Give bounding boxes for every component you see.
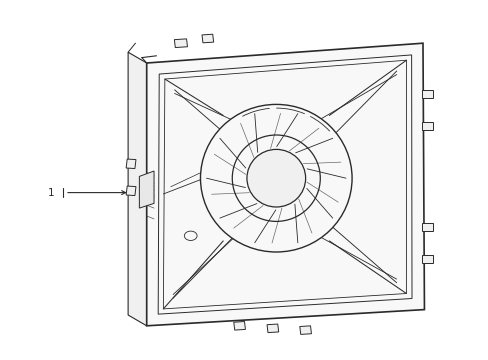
Polygon shape (299, 326, 311, 334)
Polygon shape (146, 43, 424, 326)
Text: 1: 1 (48, 188, 55, 198)
Polygon shape (266, 324, 278, 333)
Polygon shape (128, 52, 146, 326)
Polygon shape (139, 171, 154, 208)
Polygon shape (422, 255, 432, 263)
Polygon shape (126, 186, 136, 195)
Polygon shape (422, 122, 432, 130)
Ellipse shape (232, 135, 320, 221)
Polygon shape (233, 321, 245, 330)
Polygon shape (422, 90, 432, 98)
Ellipse shape (246, 149, 305, 207)
Polygon shape (202, 34, 213, 43)
Polygon shape (422, 223, 432, 231)
Polygon shape (174, 39, 187, 48)
Polygon shape (126, 159, 136, 168)
Ellipse shape (200, 104, 351, 252)
